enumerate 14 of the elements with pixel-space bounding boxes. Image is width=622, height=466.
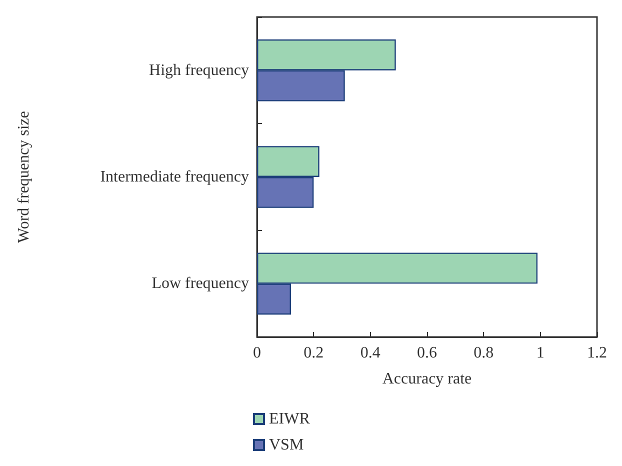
- x-tick-label: 0.6: [417, 344, 437, 362]
- y-tick-label: Intermediate frequency: [100, 168, 249, 186]
- x-tick-label: 1.2: [587, 344, 607, 362]
- x-tick-label: 0: [253, 344, 261, 362]
- x-tick-label: 0.8: [474, 344, 494, 362]
- y-axis-title: Word frequency size: [16, 111, 32, 243]
- x-axis-title: Accuracy rate: [382, 370, 472, 388]
- legend-label: EIWR: [269, 410, 310, 428]
- x-tick-label: 0.4: [360, 344, 380, 362]
- y-tick-label: High frequency: [149, 62, 249, 79]
- x-tick-label: 1: [536, 344, 544, 362]
- y-tick-label: Low frequency: [152, 275, 249, 292]
- legend-label: VSM: [269, 436, 304, 454]
- x-tick-label: 0.2: [304, 344, 324, 362]
